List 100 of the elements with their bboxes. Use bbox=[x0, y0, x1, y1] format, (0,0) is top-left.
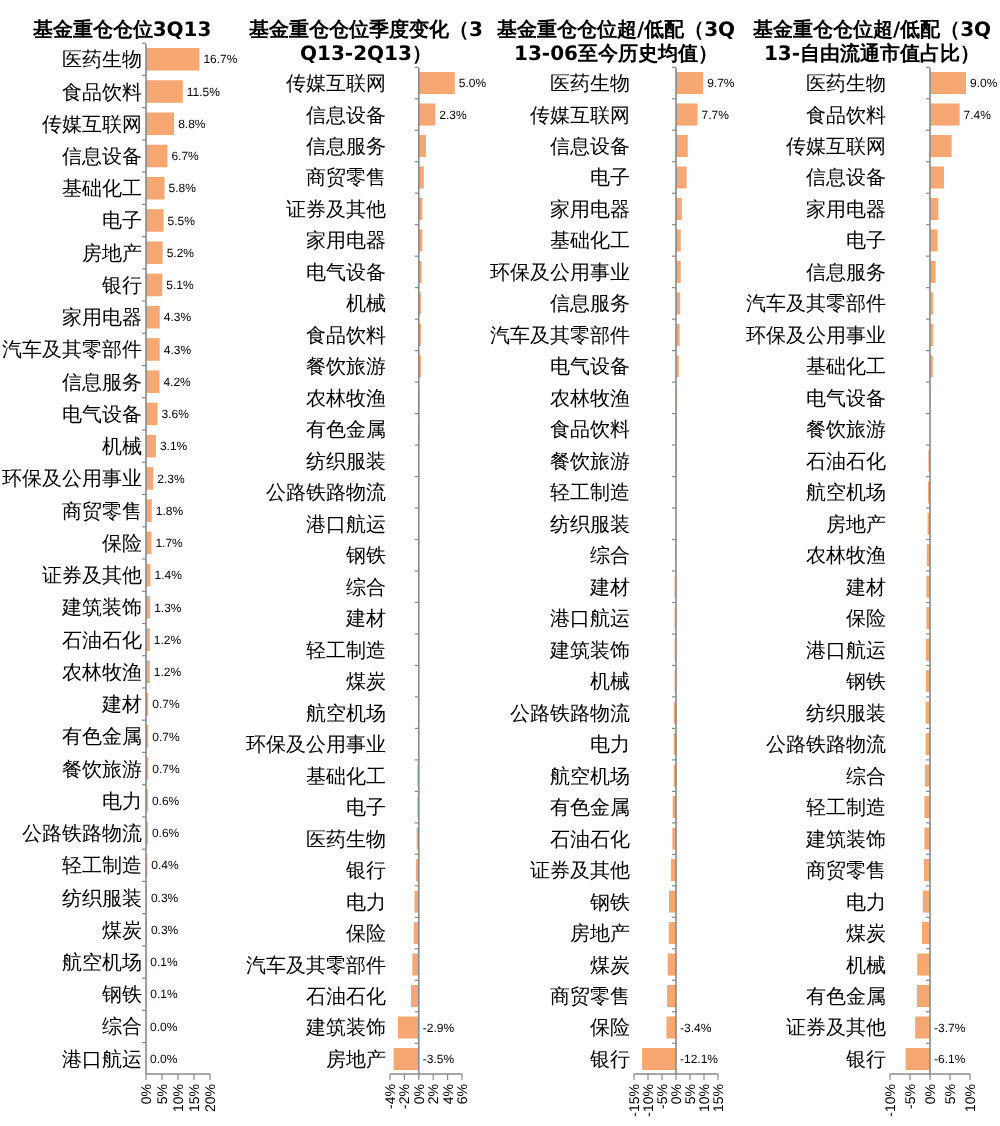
y-tick-label: 传媒互联网 bbox=[286, 72, 386, 97]
y-tick-label: 电气设备 bbox=[550, 355, 630, 380]
y-tick-label: 煤炭 bbox=[590, 953, 630, 978]
y-tick-label: 食品饮料 bbox=[306, 323, 386, 348]
y-tick-label: 保险 bbox=[846, 607, 886, 632]
y-tick-label: 航空机场 bbox=[306, 701, 386, 726]
y-tick-label: 银行 bbox=[344, 861, 386, 884]
y-tick-label: 有色金属 bbox=[550, 796, 630, 821]
y-tick-label: 银行 bbox=[844, 1049, 886, 1072]
y-tick-label: 轻工制造 bbox=[550, 481, 630, 506]
y-tick-label: 食品饮料 bbox=[62, 80, 142, 105]
y-tick-label: 航空机场 bbox=[62, 951, 142, 975]
y-tick-label: 轻工制造 bbox=[806, 796, 886, 821]
y-tick-label: 电气设备 bbox=[62, 402, 142, 427]
y-tick-label: 建材 bbox=[844, 575, 886, 600]
y-tick-label: 银行 bbox=[100, 275, 142, 298]
y-tick-label: 餐饮旅游 bbox=[62, 757, 142, 782]
y-tick-label: 环保及公用事业 bbox=[2, 467, 142, 492]
y-tick-label: 港口航运 bbox=[806, 638, 886, 663]
y-tick-label: 餐饮旅游 bbox=[306, 355, 386, 380]
y-tick-label: 纺织服装 bbox=[550, 512, 630, 537]
chart-title: 基金重仓仓位季度变化（3Q13-2Q13） bbox=[247, 18, 484, 66]
y-tick-label: 轻工制造 bbox=[62, 854, 142, 879]
y-tick-label: 煤炭 bbox=[346, 670, 386, 695]
y-tick-label: 纺织服装 bbox=[62, 886, 142, 911]
y-tick-label: 建材 bbox=[344, 607, 386, 632]
y-tick-label: 建材 bbox=[588, 575, 630, 600]
y-tick-label: 食品饮料 bbox=[806, 103, 886, 128]
y-tick-label: 餐饮旅游 bbox=[550, 449, 630, 474]
y-tick-label: 信息服务 bbox=[550, 292, 630, 317]
y-tick-label: 公路铁路物流 bbox=[510, 701, 630, 726]
y-tick-label: 信息设备 bbox=[806, 166, 886, 191]
y-tick-label: 建筑装饰 bbox=[304, 1016, 386, 1041]
y-tick-label: 保险 bbox=[346, 922, 386, 947]
y-tick-label: 电气设备 bbox=[806, 386, 886, 411]
y-tick-label: 电气设备 bbox=[306, 260, 386, 285]
y-tick-label: 港口航运 bbox=[550, 607, 630, 632]
y-tick-label: 汽车及其零部件 bbox=[246, 953, 386, 978]
y-tick-label: 保险 bbox=[590, 1016, 630, 1041]
y-tick-label: 航空机场 bbox=[550, 764, 630, 789]
y-tick-label: 环保及公用事业 bbox=[490, 260, 630, 285]
y-tick-label: 煤炭 bbox=[102, 918, 142, 943]
y-tick-label: 有色金属 bbox=[306, 418, 386, 443]
y-tick-label: 钢铁 bbox=[588, 890, 630, 915]
y-tick-label: 电力 bbox=[102, 789, 142, 814]
y-tick-label: 基础化工 bbox=[62, 177, 142, 202]
y-tick-label: 证券及其他 bbox=[42, 564, 142, 589]
y-tick-label: 房地产 bbox=[326, 1047, 386, 1072]
y-tick-label: 石油石化 bbox=[62, 628, 142, 653]
y-tick-label: 公路铁路物流 bbox=[766, 733, 886, 758]
y-tick-label: 商贸零售 bbox=[550, 985, 630, 1010]
y-tick-label: 基础化工 bbox=[806, 355, 886, 380]
chart-title: 基金重仓仓位3Q13 bbox=[30, 18, 212, 42]
y-tick-label: 机械 bbox=[846, 953, 886, 978]
y-tick-label: 信息设备 bbox=[550, 134, 630, 159]
y-tick-label: 电子 bbox=[846, 229, 886, 254]
y-tick-label: 农林牧渔 bbox=[306, 386, 386, 411]
y-tick-label: 医药生物 bbox=[550, 72, 630, 97]
y-tick-label: 商贸零售 bbox=[806, 859, 886, 884]
y-tick-label: 房地产 bbox=[570, 922, 630, 947]
y-tick-label: 钢铁 bbox=[344, 544, 386, 569]
y-tick-label: 建筑装饰 bbox=[548, 638, 630, 663]
y-tick-label: 港口航运 bbox=[306, 512, 386, 537]
y-tick-label: 信息设备 bbox=[306, 103, 386, 128]
y-tick-label: 电子 bbox=[590, 166, 630, 191]
y-tick-label: 轻工制造 bbox=[306, 638, 386, 663]
y-tick-label: 汽车及其零部件 bbox=[746, 292, 886, 317]
y-tick-label: 有色金属 bbox=[806, 985, 886, 1010]
y-tick-label: 钢铁 bbox=[844, 670, 886, 695]
y-tick-label: 家用电器 bbox=[806, 197, 886, 222]
y-tick-label: 银行 bbox=[588, 1049, 630, 1072]
y-tick-label: 医药生物 bbox=[806, 72, 886, 97]
y-tick-label: 基础化工 bbox=[550, 229, 630, 254]
y-tick-label: 有色金属 bbox=[62, 725, 142, 750]
y-tick-label: 石油石化 bbox=[550, 827, 630, 852]
y-tick-label: 农林牧渔 bbox=[806, 544, 886, 569]
y-tick-label: 医药生物 bbox=[62, 48, 142, 73]
y-tick-label: 电子 bbox=[346, 796, 386, 821]
y-tick-label: 机械 bbox=[590, 670, 630, 695]
y-tick-label: 商贸零售 bbox=[62, 499, 142, 524]
y-tick-label: 综合 bbox=[846, 764, 886, 789]
y-tick-label: 证券及其他 bbox=[286, 197, 386, 222]
y-tick-label: 公路铁路物流 bbox=[22, 822, 142, 847]
y-tick-label: 信息服务 bbox=[306, 134, 386, 159]
y-tick-label: 传媒互联网 bbox=[786, 134, 886, 159]
y-tick-label: 纺织服装 bbox=[306, 449, 386, 474]
y-tick-label: 餐饮旅游 bbox=[806, 418, 886, 443]
y-tick-label: 电力 bbox=[590, 733, 630, 758]
y-tick-label: 建筑装饰 bbox=[804, 827, 886, 852]
y-tick-label: 石油石化 bbox=[806, 449, 886, 474]
y-tick-label: 电力 bbox=[346, 890, 386, 915]
y-tick-label: 建材 bbox=[100, 693, 142, 718]
y-tick-label: 综合 bbox=[102, 1015, 142, 1040]
y-tick-label: 环保及公用事业 bbox=[746, 323, 886, 348]
y-tick-label: 综合 bbox=[346, 575, 386, 600]
y-tick-label: 钢铁 bbox=[100, 983, 142, 1008]
y-tick-label: 农林牧渔 bbox=[550, 386, 630, 411]
y-tick-label: 煤炭 bbox=[846, 922, 886, 947]
y-tick-label: 综合 bbox=[590, 544, 630, 569]
y-tick-label: 证券及其他 bbox=[786, 1016, 886, 1041]
